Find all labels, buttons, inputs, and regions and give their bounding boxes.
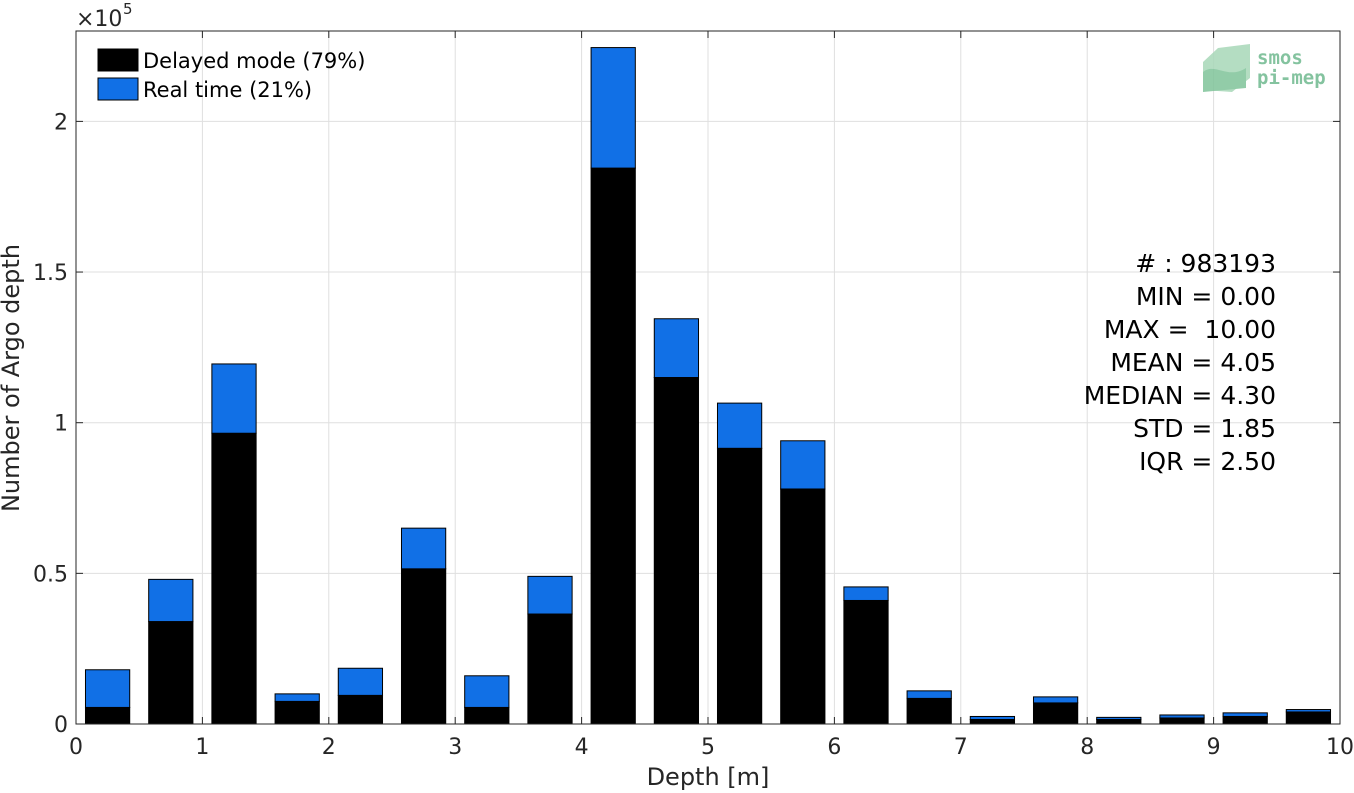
bars xyxy=(84,47,1332,725)
bar-real-time xyxy=(464,675,510,708)
bar-real-time xyxy=(843,586,889,601)
bar-delayed-mode xyxy=(653,377,700,725)
bar-real-time xyxy=(274,693,320,702)
grid xyxy=(76,31,1340,724)
bar-delayed-mode xyxy=(148,621,194,725)
x-tick-label: 5 xyxy=(701,735,715,760)
bar-real-time xyxy=(1096,716,1142,720)
legend: Delayed mode (79%) Real time (21%) xyxy=(97,48,365,102)
stat-min: MIN = 0.00 xyxy=(1136,282,1276,311)
bar-delayed-mode xyxy=(527,613,573,725)
stat-mean: MEAN = 4.05 xyxy=(1110,348,1276,377)
bar-delayed-mode xyxy=(400,568,447,725)
y-multiplier-base: ×10 xyxy=(76,7,122,32)
legend-swatch-realtime xyxy=(97,77,139,101)
y-tick-label: 2 xyxy=(54,110,68,135)
bar-delayed-mode xyxy=(1032,702,1079,725)
bar-real-time xyxy=(590,47,636,169)
x-tick-label: 8 xyxy=(1080,735,1094,760)
stat-count: # : 983193 xyxy=(1135,249,1276,278)
x-tick-label: 10 xyxy=(1326,735,1354,760)
y-axis-label: Number of Argo depth xyxy=(0,244,25,512)
bar-delayed-mode xyxy=(1096,718,1142,725)
bar-real-time xyxy=(653,318,700,379)
bar-real-time xyxy=(527,575,573,615)
bar-delayed-mode xyxy=(211,432,257,725)
bar-real-time xyxy=(780,440,826,490)
stat-iqr: IQR = 2.50 xyxy=(1139,447,1276,476)
bar-real-time xyxy=(716,402,763,449)
bar-delayed-mode xyxy=(590,167,636,725)
smos-pi-mep-logo: smos pi-mep xyxy=(1203,44,1326,92)
x-tick-label: 7 xyxy=(954,735,968,760)
y-multiplier-exponent: 5 xyxy=(123,0,133,18)
ticks: 0 1 2 3 4 5 6 7 8 9 10 0 0.5 1 1.5 2 xyxy=(33,31,1354,760)
x-tick-label: 1 xyxy=(195,735,209,760)
y-tick-label: 0.5 xyxy=(33,562,68,587)
bar-delayed-mode xyxy=(274,700,320,725)
logo-text-smos: smos xyxy=(1257,47,1303,69)
x-tick-label: 0 xyxy=(69,735,83,760)
bar-delayed-mode xyxy=(1222,715,1268,725)
bar-real-time xyxy=(906,690,952,699)
legend-label-realtime: Real time (21%) xyxy=(143,78,312,102)
stat-std: STD = 1.85 xyxy=(1133,414,1276,443)
bar-delayed-mode xyxy=(1285,711,1332,725)
bar-delayed-mode xyxy=(337,694,384,725)
bar-real-time xyxy=(337,667,384,696)
bar-delayed-mode xyxy=(464,706,510,725)
bar-real-time xyxy=(1032,696,1079,704)
bar-real-time xyxy=(1285,709,1332,713)
x-tick-label: 3 xyxy=(448,735,462,760)
bar-real-time xyxy=(148,578,194,623)
y-axis-multiplier: ×10 5 xyxy=(76,0,133,32)
x-tick-label: 4 xyxy=(575,735,589,760)
stat-median: MEDIAN = 4.30 xyxy=(1084,381,1276,410)
x-tick-label: 2 xyxy=(322,735,336,760)
bar-real-time xyxy=(1222,712,1268,717)
bar-real-time xyxy=(969,715,1016,720)
bar-real-time xyxy=(84,669,131,708)
stat-max: MAX = 10.00 xyxy=(1104,315,1276,344)
bar-real-time xyxy=(400,527,447,570)
bar-delayed-mode xyxy=(84,706,131,725)
y-tick-label: 1.5 xyxy=(33,261,68,286)
statistics-box: # : 983193 MIN = 0.00 MAX = 10.00 MEAN =… xyxy=(1084,249,1276,476)
y-tick-label: 0 xyxy=(54,713,68,738)
x-tick-label: 9 xyxy=(1207,735,1221,760)
bar-delayed-mode xyxy=(906,697,952,725)
bar-delayed-mode xyxy=(843,599,889,725)
x-tick-label: 6 xyxy=(827,735,841,760)
y-tick-label: 1 xyxy=(54,412,68,437)
bar-delayed-mode xyxy=(1159,717,1205,725)
logo-mark-wave xyxy=(1203,68,1246,92)
logo-text-pimep: pi-mep xyxy=(1257,67,1326,89)
bar-delayed-mode xyxy=(716,447,763,725)
legend-label-delayed: Delayed mode (79%) xyxy=(143,49,365,73)
legend-swatch-delayed xyxy=(97,48,139,72)
bar-delayed-mode xyxy=(780,488,826,725)
x-axis-label: Depth [m] xyxy=(647,763,770,791)
bar-real-time xyxy=(1159,714,1205,719)
bar-delayed-mode xyxy=(969,718,1016,725)
bar-real-time xyxy=(211,363,257,434)
